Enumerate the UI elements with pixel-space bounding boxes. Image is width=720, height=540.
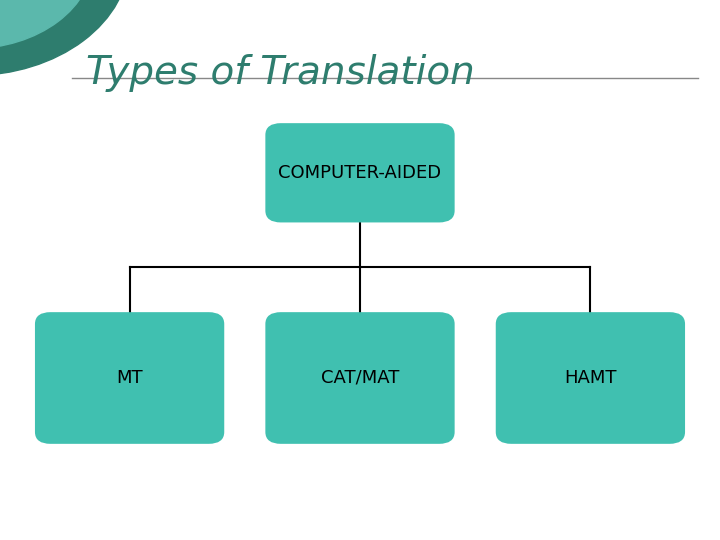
FancyBboxPatch shape xyxy=(266,124,454,221)
Text: CAT/MAT: CAT/MAT xyxy=(321,369,399,387)
Text: Types of Translation: Types of Translation xyxy=(86,54,475,92)
FancyBboxPatch shape xyxy=(266,313,454,443)
FancyBboxPatch shape xyxy=(36,313,223,443)
Text: HAMT: HAMT xyxy=(564,369,616,387)
Circle shape xyxy=(0,0,130,76)
FancyBboxPatch shape xyxy=(497,313,684,443)
Text: MT: MT xyxy=(117,369,143,387)
Circle shape xyxy=(0,0,94,49)
Text: COMPUTER-AIDED: COMPUTER-AIDED xyxy=(279,164,441,182)
